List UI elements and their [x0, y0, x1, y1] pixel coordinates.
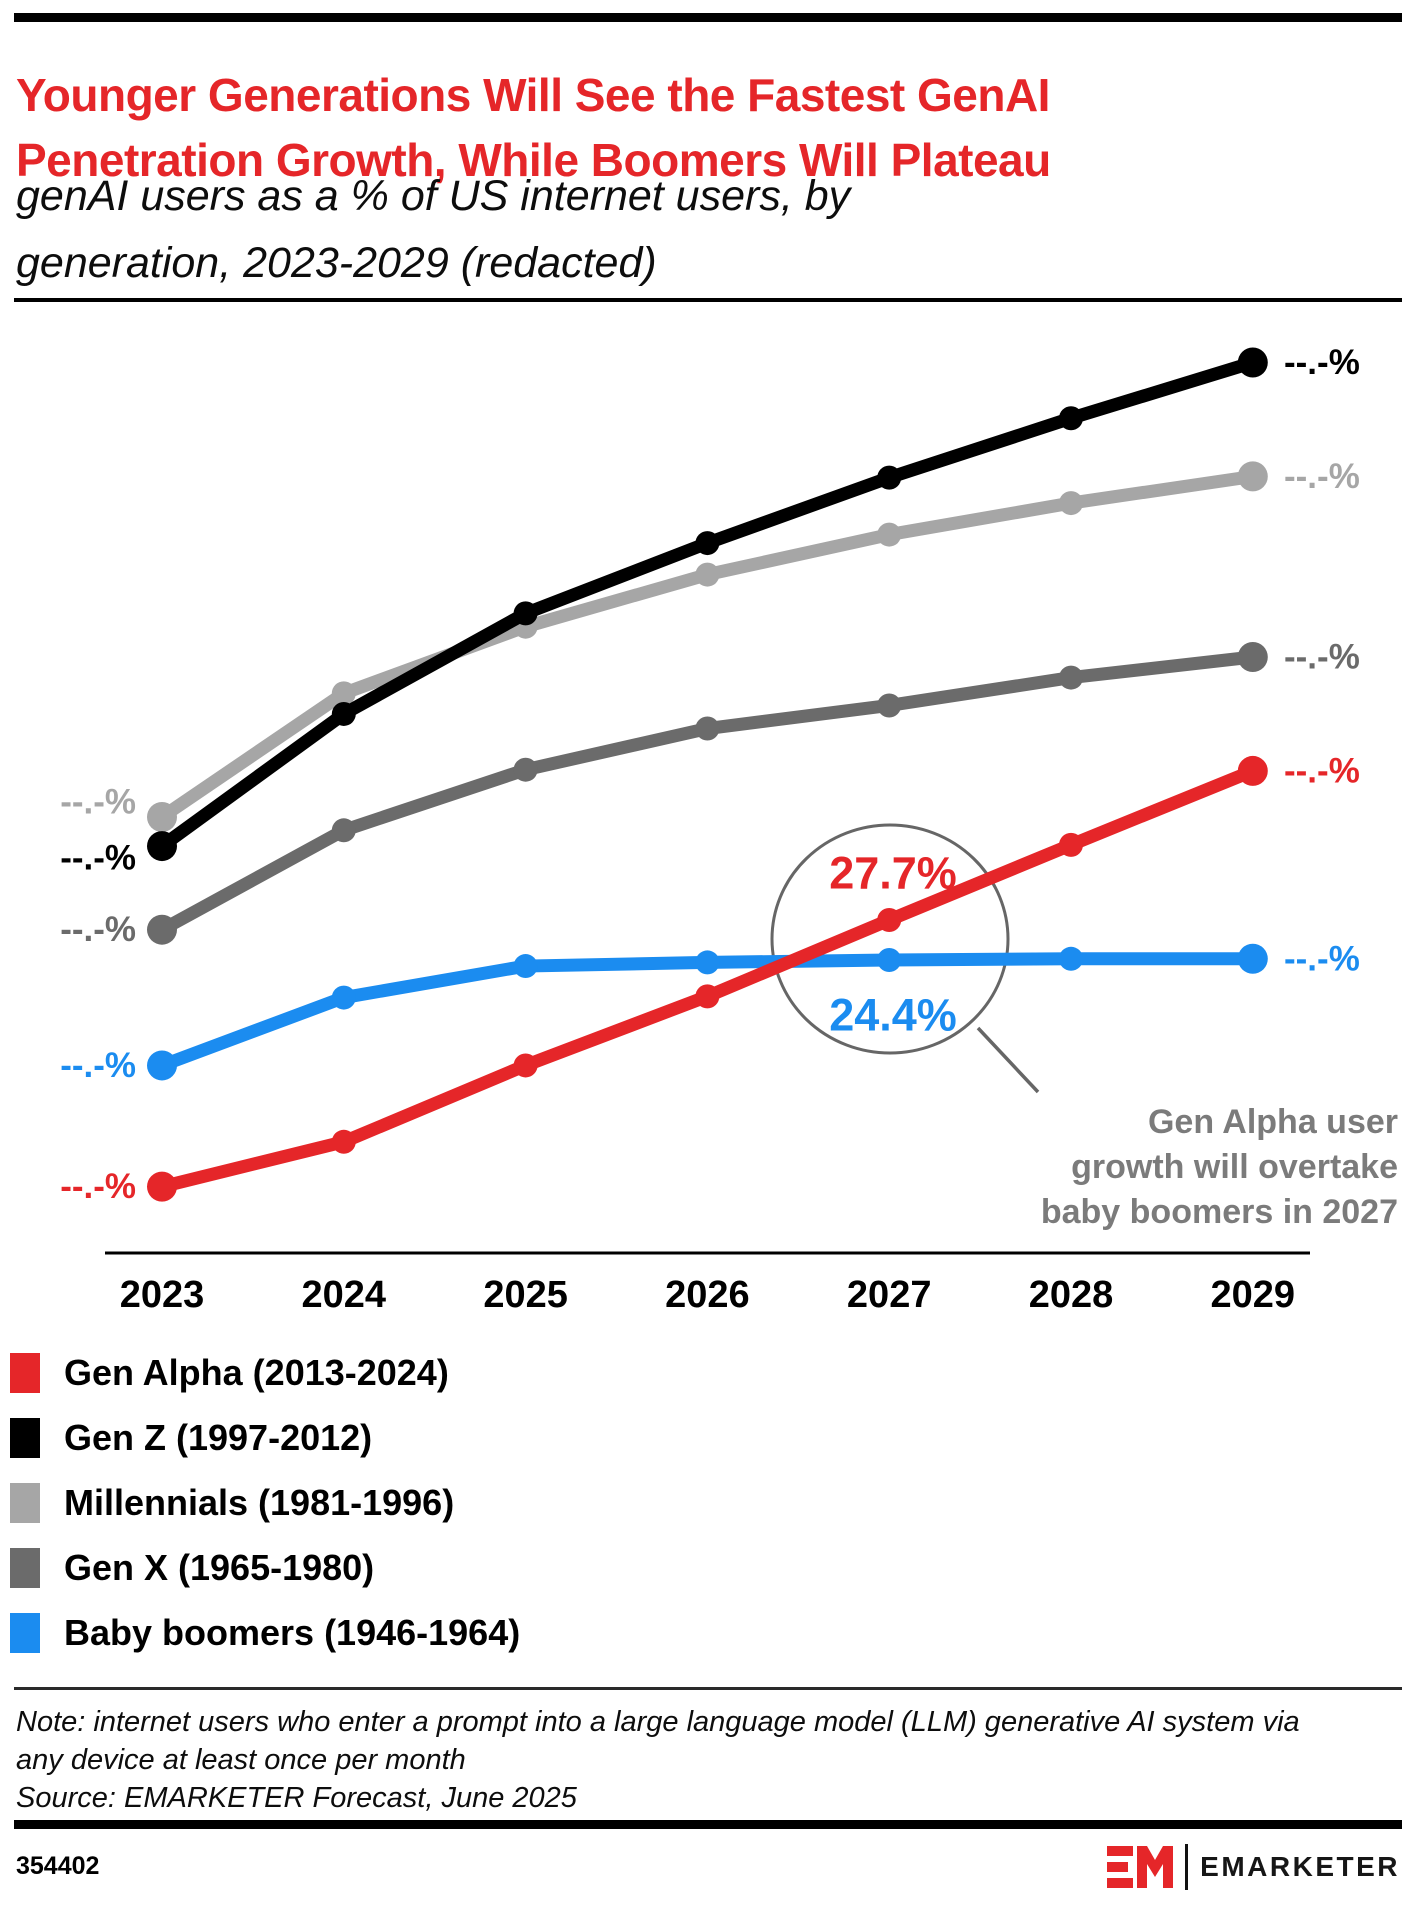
series-point-millennials-1981-1996	[147, 801, 177, 832]
value-label-left-gen-z-1997-2012: --.-%	[60, 839, 136, 878]
x-tick-label-2026: 2026	[665, 1274, 750, 1316]
bottom-rule	[14, 1820, 1402, 1829]
chart-id: 354402	[16, 1852, 100, 1880]
series-point-baby-boomers-1946-1964	[331, 985, 356, 1010]
series-point-baby-boomers-1946-1964	[513, 954, 538, 979]
series-point-gen-x-1965-1980	[147, 914, 177, 945]
value-label-left-baby-boomers-1946-1964: --.-%	[60, 1046, 136, 1085]
legend-label: Baby boomers (1946-1964)	[64, 1612, 521, 1653]
value-label-left-millennials-1981-1996: --.-%	[60, 782, 136, 821]
footnote-note: Note: internet users who enter a prompt …	[16, 1706, 1300, 1776]
value-label-left-gen-alpha-2013-2024: --.-%	[60, 1167, 136, 1206]
legend-item-gen-x-1965-1980: Gen X (1965-1980)	[10, 1548, 520, 1588]
annotation-pointer	[976, 1026, 1040, 1094]
series-point-millennials-1981-1996	[877, 522, 902, 547]
series-point-gen-alpha-2013-2024	[695, 984, 720, 1009]
x-tick-label-2028: 2028	[1029, 1274, 1114, 1316]
page-title: Younger Generations Will See the Fastest…	[16, 68, 1051, 187]
series-point-gen-x-1965-1980	[513, 757, 538, 782]
series-point-millennials-1981-1996	[695, 562, 720, 587]
logo-divider	[1185, 1844, 1189, 1890]
label-baby-boomers-2027: 24.4%	[829, 990, 957, 1041]
series-point-gen-alpha-2013-2024	[1059, 832, 1083, 857]
legend-swatch	[10, 1613, 40, 1653]
legend-label: Gen X (1965-1980)	[64, 1547, 375, 1588]
value-label-right-gen-alpha-2013-2024: --.-%	[1284, 751, 1360, 790]
series-point-gen-alpha-2013-2024	[147, 1171, 177, 1202]
annotation-text-line: baby boomers in 2027	[1041, 1193, 1398, 1231]
brand-name: EMARKETER	[1200, 1851, 1400, 1882]
x-tick-label-2029: 2029	[1211, 1274, 1296, 1316]
legend-swatch	[10, 1418, 40, 1458]
series-point-gen-z-1997-2012	[1237, 347, 1268, 378]
legend-swatch	[10, 1483, 40, 1523]
footnote-rule	[14, 1687, 1402, 1690]
footnote-source: Source: EMARKETER Forecast, June 2025	[16, 1782, 577, 1814]
annotation-text-line: Gen Alpha user	[1148, 1103, 1398, 1141]
legend-swatch	[10, 1353, 40, 1393]
x-tick-label-2024: 2024	[302, 1274, 387, 1316]
legend-item-gen-z-1997-2012: Gen Z (1997-2012)	[10, 1418, 520, 1458]
x-tick-label-2025: 2025	[483, 1274, 568, 1316]
subtitle-rule	[14, 298, 1402, 302]
series-point-baby-boomers-1946-1964	[1059, 946, 1083, 971]
series-point-gen-z-1997-2012	[331, 701, 356, 726]
series-point-gen-x-1965-1980	[1237, 641, 1268, 672]
series-point-baby-boomers-1946-1964	[877, 947, 902, 972]
value-label-right-gen-x-1965-1980: --.-%	[1284, 637, 1360, 676]
series-line-gen-z-1997-2012	[155, 355, 1260, 853]
value-label-right-gen-z-1997-2012: --.-%	[1284, 343, 1360, 382]
series-point-gen-x-1965-1980	[877, 693, 902, 718]
series-point-baby-boomers-1946-1964	[695, 950, 720, 975]
series-point-millennials-1981-1996	[1237, 461, 1268, 492]
annotation-text-line: growth will overtake	[1071, 1148, 1398, 1186]
series-point-baby-boomers-1946-1964	[1237, 943, 1268, 974]
label-gen-alpha-2027: 27.7%	[829, 848, 957, 899]
value-label-right-baby-boomers-1946-1964: --.-%	[1284, 939, 1360, 978]
series-line-baby-boomers-1946-1964	[155, 952, 1260, 1072]
legend-item-millennials-1981-1996: Millennials (1981-1996)	[10, 1483, 520, 1523]
legend-swatch	[10, 1548, 40, 1588]
series-point-gen-z-1997-2012	[513, 601, 538, 626]
legend-label: Millennials (1981-1996)	[64, 1482, 455, 1523]
legend-item-baby-boomers-1946-1964: Baby boomers (1946-1964)	[10, 1613, 520, 1653]
series-point-gen-z-1997-2012	[877, 465, 902, 490]
series-point-gen-alpha-2013-2024	[331, 1129, 356, 1154]
x-tick-label-2027: 2027	[847, 1274, 932, 1316]
legend-item-gen-alpha-2013-2024: Gen Alpha (2013-2024)	[10, 1353, 520, 1393]
series-point-gen-alpha-2013-2024	[513, 1053, 538, 1078]
series-point-millennials-1981-1996	[331, 681, 356, 706]
page-subtitle: genAI users as a % of US internet users,…	[16, 172, 851, 287]
x-tick-label-2023: 2023	[120, 1274, 205, 1316]
series-point-gen-z-1997-2012	[695, 531, 720, 556]
value-label-right-millennials-1981-1996: --.-%	[1284, 457, 1360, 496]
series-line-millennials-1981-1996	[155, 469, 1260, 824]
series-point-millennials-1981-1996	[1059, 491, 1083, 516]
annotation-circle	[770, 823, 1010, 1055]
series-point-gen-alpha-2013-2024	[877, 908, 902, 932]
emarketer-logo: EMARKETER	[1107, 1842, 1400, 1892]
emarketer-logo-mark	[1107, 1846, 1174, 1888]
series-point-gen-x-1965-1980	[331, 818, 356, 843]
legend-label: Gen Alpha (2013-2024)	[64, 1352, 449, 1393]
chart-legend: Gen Alpha (2013-2024) Gen Z (1997-2012) Mi…	[10, 1353, 520, 1653]
series-point-gen-z-1997-2012	[147, 831, 177, 862]
top-rule	[14, 13, 1402, 22]
series-point-gen-alpha-2013-2024	[1237, 755, 1268, 786]
series-point-gen-z-1997-2012	[1059, 406, 1083, 431]
series-point-baby-boomers-1946-1964	[147, 1050, 177, 1081]
series-point-gen-x-1965-1980	[695, 716, 720, 741]
line-chart: --.-% --.-% --.-% --.-% --.-% --.-% --.-% --.-%…	[60, 343, 1398, 1316]
footnote: Note: internet users who enter a prompt …	[16, 1703, 1346, 1817]
series-point-gen-x-1965-1980	[1059, 665, 1083, 690]
value-label-left-gen-x-1965-1980: --.-%	[60, 910, 136, 949]
legend-label: Gen Z (1997-2012)	[64, 1417, 373, 1458]
